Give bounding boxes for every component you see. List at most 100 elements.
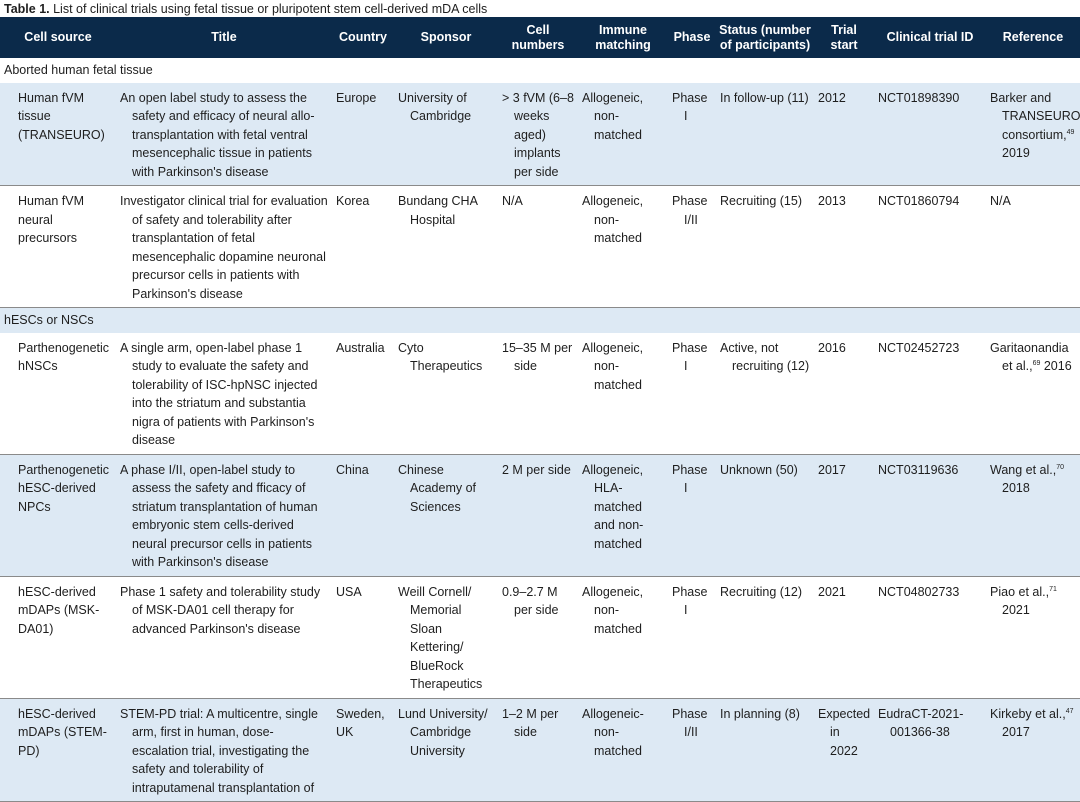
- cell-immune: Allogeneic, non-matched: [582, 584, 644, 636]
- table-row: Human fVM tissue (TRANSEURO) An open lab…: [0, 82, 1080, 186]
- cell-start: 2021: [818, 584, 846, 599]
- col-header-trial-id: Clinical trial ID: [886, 30, 974, 44]
- cell-sponsor: Lund University/ Cambridge University: [398, 706, 488, 758]
- cell-title: A single arm, open-label phase 1 study t…: [120, 340, 318, 448]
- cell-numbers: 0.9–2.7 M per side: [502, 584, 559, 618]
- cell-start: 2013: [818, 194, 846, 208]
- cell-source: hESC-derived mDAPs (STEM-PD): [18, 706, 107, 758]
- cell-reference: Barker and TRANSEURO consortium,49 2019: [986, 83, 1080, 186]
- col-header-sponsor: Sponsor: [420, 30, 472, 44]
- cell-immune: Allogeneic, HLA-matched and non-matched: [582, 462, 644, 551]
- cell-immune: Allogeneic- non-matched: [582, 706, 644, 758]
- cell-phase: Phase I/II: [672, 194, 708, 227]
- cell-numbers: > 3 fVM (6–8 weeks aged) implants per si…: [502, 90, 574, 179]
- cell-immune: Allogeneic, non-matched: [582, 90, 644, 142]
- cell-phase: Phase I/II: [672, 706, 708, 740]
- cell-numbers: N/A: [502, 194, 523, 208]
- cell-title: A phase I/II, open-label study to assess…: [120, 462, 318, 570]
- col-header-title: Title: [211, 30, 237, 44]
- col-header-cell-numbers: Cell numbers: [511, 22, 565, 52]
- cell-status: In planning (8): [720, 706, 800, 721]
- cell-title: Investigator clinical trial for evaluati…: [120, 194, 328, 301]
- cell-trial-id: NCT04802733: [878, 584, 960, 599]
- col-header-cell-source: Cell source: [24, 30, 92, 44]
- table-row: Human fVM neural precursors Investigator…: [0, 186, 1080, 308]
- cell-sponsor: Cyto Therapeutics: [398, 340, 483, 374]
- cell-reference: Kirkeby et al.,47 2017: [986, 698, 1080, 802]
- cell-title: An open label study to assess the safety…: [120, 90, 315, 179]
- cell-numbers: 15–35 M per side: [502, 340, 573, 374]
- table-caption: Table 1. List of clinical trials using f…: [0, 0, 1080, 17]
- cell-reference: Garitaonandia et al.,69 2016: [986, 333, 1080, 455]
- reference-number: 70: [1056, 463, 1065, 471]
- cell-immune: Allogeneic, non-matched: [582, 340, 644, 392]
- cell-trial-id: NCT01898390: [878, 90, 960, 105]
- cell-country: Korea: [336, 194, 370, 208]
- cell-sponsor: Bundang CHA Hospital: [398, 194, 478, 227]
- reference-text: Piao et al.,: [990, 584, 1050, 599]
- cell-numbers: 2 M per side: [502, 462, 571, 477]
- col-header-country: Country: [339, 30, 387, 44]
- cell-title: STEM-PD trial: A multicentre, single arm…: [120, 706, 318, 795]
- reference-text: Wang et al.,: [990, 462, 1057, 477]
- cell-phase: Phase I: [672, 462, 708, 496]
- table-row: hESC-derived mDAPs (STEM-PD) STEM-PD tri…: [0, 698, 1080, 802]
- cell-phase: Phase I: [672, 584, 708, 618]
- cell-status: Recruiting (15): [720, 194, 802, 208]
- reference-year: 2019: [1002, 146, 1030, 160]
- cell-reference: Piao et al.,71 2021: [986, 576, 1080, 698]
- section-row-fetal: Aborted human fetal tissue: [0, 58, 1080, 83]
- cell-start: 2012: [818, 90, 846, 105]
- col-header-status: Status (number of participants): [719, 22, 811, 52]
- reference-text: Garitaonandia et al.,: [990, 340, 1069, 374]
- cell-status: In follow-up (11): [720, 90, 809, 105]
- cell-phase: Phase I: [672, 340, 708, 374]
- cell-sponsor: Chinese Academy of Sciences: [398, 462, 477, 514]
- caption-label: Table 1.: [4, 2, 50, 16]
- cell-trial-id: NCT03119636: [878, 462, 959, 477]
- reference-number: 49: [1066, 128, 1075, 136]
- reference-year: 2016: [1040, 359, 1072, 373]
- cell-immune: Allogeneic, non-matched: [582, 194, 644, 245]
- col-header-immune-matching: Immune matching: [595, 22, 651, 52]
- cell-start: Expected in 2022: [818, 706, 871, 758]
- cell-trial-id: NCT02452723: [878, 340, 960, 355]
- reference-number: 47: [1065, 707, 1074, 715]
- cell-numbers: 1–2 M per side: [502, 706, 559, 740]
- cell-title: Phase 1 safety and tolerability study of…: [120, 584, 321, 636]
- table-row: Parthenogenetic hNSCs A single arm, open…: [0, 333, 1080, 455]
- header-row: Cell source Title Country Sponsor Cell n…: [0, 17, 1080, 58]
- reference-text: N/A: [990, 194, 1011, 208]
- col-header-trial-start: Trial start: [830, 22, 858, 52]
- cell-sponsor: Weill Cornell/ Memorial Sloan Kettering/…: [398, 584, 483, 692]
- cell-source: Human fVM tissue (TRANSEURO): [18, 90, 105, 142]
- cell-country: China: [336, 462, 369, 477]
- cell-trial-id: EudraCT-2021-001366-38: [878, 706, 964, 740]
- reference-year: 2021: [1002, 603, 1030, 617]
- reference-text: Barker and TRANSEURO consortium,: [990, 90, 1080, 142]
- reference-number: 71: [1049, 585, 1057, 593]
- cell-status: Unknown (50): [720, 462, 798, 477]
- table-row: hESC-derived mDAPs (MSK-DA01) Phase 1 sa…: [0, 576, 1080, 698]
- reference-year: 2017: [1002, 725, 1030, 739]
- cell-source: Human fVM neural precursors: [18, 194, 84, 245]
- reference-number: 69: [1032, 359, 1041, 367]
- cell-country: USA: [336, 584, 362, 599]
- cell-country: Sweden, UK: [336, 706, 385, 740]
- cell-source: hESC-derived mDAPs (MSK-DA01): [18, 584, 100, 636]
- clinical-trials-table: Cell source Title Country Sponsor Cell n…: [0, 17, 1080, 802]
- reference-year: 2018: [1002, 481, 1030, 495]
- cell-start: 2016: [818, 340, 846, 355]
- cell-reference: N/A: [986, 186, 1080, 308]
- cell-country: Australia: [336, 340, 385, 355]
- cell-reference: Wang et al.,70 2018: [986, 454, 1080, 576]
- table-row: Parthenogenetic hESC-derived NPCs A phas…: [0, 454, 1080, 576]
- caption-text: List of clinical trials using fetal tiss…: [49, 2, 488, 16]
- cell-start: 2017: [818, 462, 846, 477]
- cell-source: Parthenogenetic hESC-derived NPCs: [18, 462, 110, 514]
- section-label: hESCs or NSCs: [4, 313, 94, 327]
- reference-text: Kirkeby et al.,: [990, 706, 1066, 721]
- cell-country: Europe: [336, 90, 377, 105]
- cell-trial-id: NCT01860794: [878, 194, 960, 208]
- col-header-reference: Reference: [1002, 30, 1064, 44]
